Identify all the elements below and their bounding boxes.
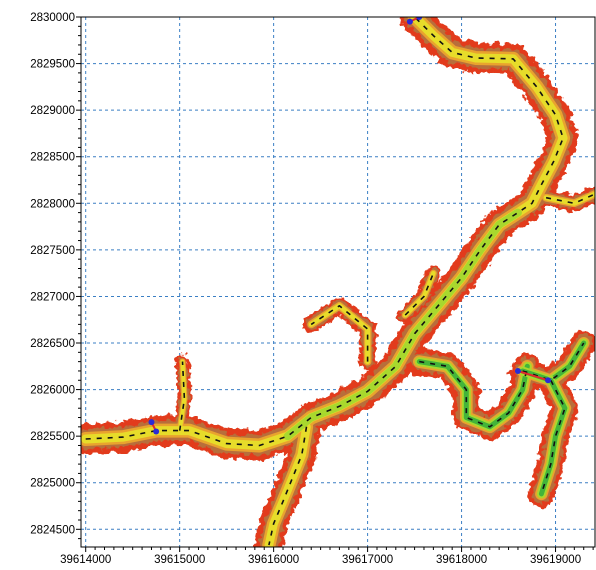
boundary-node-1-1 — [416, 17, 423, 20]
boundary-node-0-1 — [153, 428, 160, 435]
x-tick-label: 39619000 — [530, 554, 581, 566]
plot-frame — [80, 16, 596, 548]
reach-north-tributary-3 — [308, 303, 371, 365]
x-tick-label: 39615000 — [154, 554, 205, 566]
channel-line-southeast-arm-a — [419, 360, 529, 428]
y-tick-label: 2827000 — [30, 291, 75, 303]
boundary-line-2 — [517, 370, 549, 382]
y-tick-label: 2824500 — [30, 524, 75, 536]
y-tick-label: 2826500 — [30, 338, 75, 350]
boundary-node-2-1 — [545, 377, 552, 384]
y-tick-label: 2829500 — [30, 59, 75, 71]
y-tick-label: 2826000 — [30, 385, 75, 397]
y-tick-label: 2829000 — [30, 105, 75, 117]
axis-labels: 39614000 39615000 39616000 39617000 39618000… — [30, 12, 581, 566]
channel-line-upper-tributary — [404, 272, 435, 316]
channel-line-west-spur — [178, 361, 186, 431]
x-tick-label: 39616000 — [248, 554, 299, 566]
boundary-markers — [148, 17, 552, 435]
axis-ticks — [76, 16, 594, 552]
y-tick-label: 2828000 — [30, 198, 75, 210]
boundary-node-1-0 — [406, 18, 413, 25]
x-tick-label: 39618000 — [436, 554, 487, 566]
channel-line-south-branch — [268, 426, 308, 546]
channel-line-main-reach — [85, 17, 564, 447]
channel-line-east-branch — [540, 379, 566, 495]
plot-background — [81, 17, 595, 547]
reach-northeast-spur-3 — [543, 191, 595, 206]
boundary-node-2-0 — [514, 367, 521, 374]
channel-line-east-arm — [522, 342, 585, 382]
x-tick-label: 39617000 — [342, 554, 393, 566]
y-tick-label: 2830000 — [30, 12, 75, 24]
y-tick-label: 2825000 — [30, 478, 75, 490]
x-tick-label: 39614000 — [60, 554, 111, 566]
y-tick-label: 2828500 — [30, 152, 75, 164]
y-tick-label: 2825500 — [30, 431, 75, 443]
boundary-node-0-0 — [148, 419, 155, 426]
river-mesh — [81, 17, 595, 547]
y-tick-label: 2827500 — [30, 245, 75, 257]
